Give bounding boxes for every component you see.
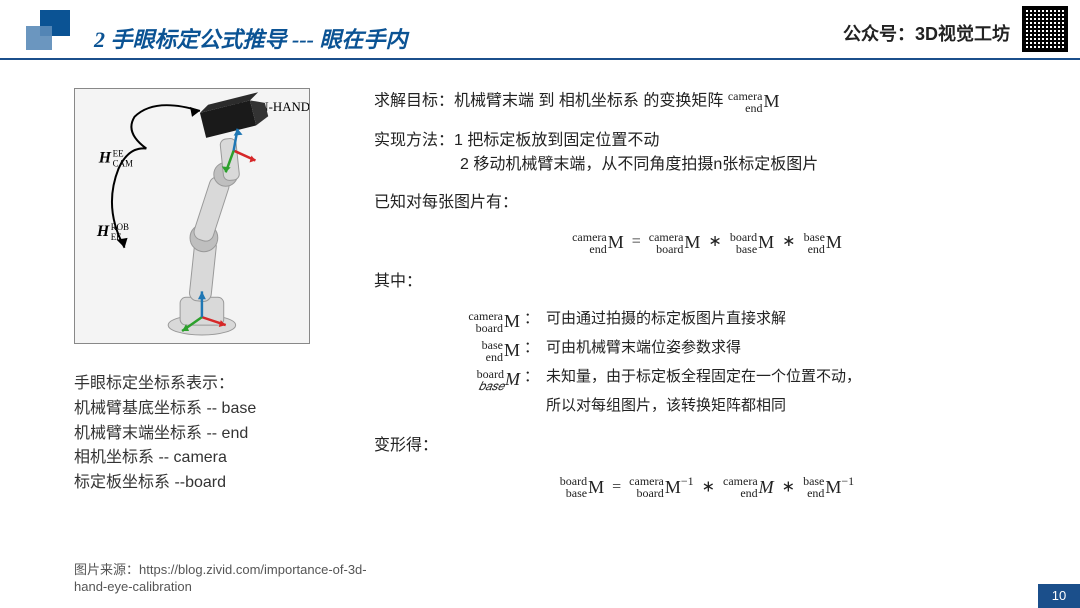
where-label: 其中： (374, 270, 1040, 294)
svg-text:CAM: CAM (113, 158, 133, 168)
page-number: 10 (1038, 584, 1080, 608)
equation-1: cameraendM = cameraboardM ∗ boardbaseM ∗… (374, 229, 1040, 256)
slide-title: 2 手眼标定公式推导 --- 眼在手内 (94, 22, 407, 54)
known-label: 已知对每张图片有： (374, 191, 1040, 215)
transform-label: 变形得： (374, 434, 1040, 458)
legend-line: 相机坐标系 -- camera (74, 446, 354, 471)
qr-code-icon (1022, 6, 1068, 52)
left-column: EYE-IN-HAND (74, 88, 354, 515)
header-decoration (18, 8, 78, 50)
goal-line: 求解目标：机械臂末端 到 相机坐标系 的变换矩阵 cameraendM (374, 88, 1040, 115)
equation-2: boardbaseM = cameraboardM−1 ∗ cameraendM… (374, 472, 1040, 501)
where-table: cameraboardM ： 可由通过拍摄的标定板图片直接求解 baseendM… (374, 308, 1040, 418)
svg-text:EE: EE (111, 232, 122, 242)
robot-diagram: EYE-IN-HAND (74, 88, 310, 344)
method-block: 实现方法：1 把标定板放到固定位置不动 2 移动机械臂末端，从不同角度拍摄n张标… (374, 129, 1040, 177)
svg-text:H: H (96, 223, 110, 240)
legend-line: 机械臂末端坐标系 -- end (74, 422, 354, 447)
slide-header: 2 手眼标定公式推导 --- 眼在手内 公众号：3D视觉工坊 (0, 0, 1080, 60)
account-label: 公众号：3D视觉工坊 (843, 20, 1010, 46)
svg-text:H: H (98, 149, 112, 166)
legend-line: 标定板坐标系 --board (74, 471, 354, 496)
coordinate-legend: 手眼标定坐标系表示： 机械臂基底坐标系 -- base 机械臂末端坐标系 -- … (74, 372, 354, 496)
slide-content: EYE-IN-HAND (0, 60, 1080, 515)
svg-text:EE: EE (113, 149, 124, 159)
svg-text:ROB: ROB (111, 222, 129, 232)
legend-intro: 手眼标定坐标系表示： (74, 372, 354, 397)
legend-line: 机械臂基底坐标系 -- base (74, 397, 354, 422)
image-source: 图片来源：https://blog.zivid.com/importance-o… (74, 562, 394, 596)
right-column: 求解目标：机械臂末端 到 相机坐标系 的变换矩阵 cameraendM 实现方法… (354, 88, 1040, 515)
